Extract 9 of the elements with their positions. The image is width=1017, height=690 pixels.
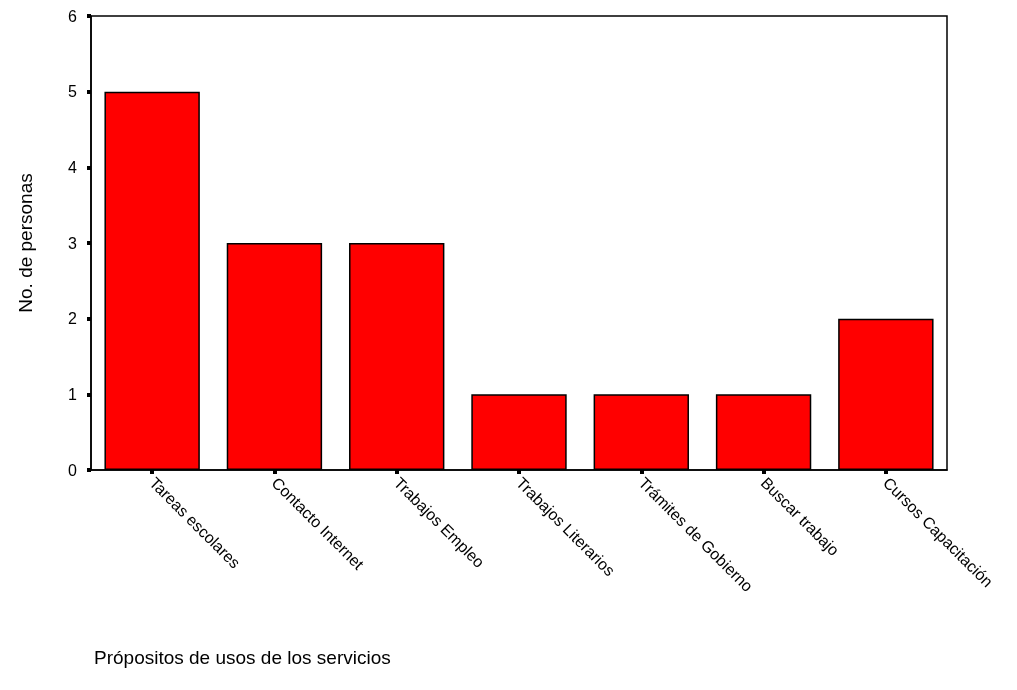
y-tick-label: 2 xyxy=(68,310,78,328)
y-axis-title: No. de personas xyxy=(15,173,36,313)
y-tick-label: 1 xyxy=(68,385,78,403)
x-axis-title: Própositos de usos de los servicios xyxy=(94,647,391,668)
y-tick-label: 5 xyxy=(68,83,78,101)
y-tick-label: 0 xyxy=(68,461,78,479)
y-tick-label: 3 xyxy=(68,234,78,252)
y-tick-label: 6 xyxy=(68,7,78,25)
y-tick-label: 4 xyxy=(68,158,78,176)
